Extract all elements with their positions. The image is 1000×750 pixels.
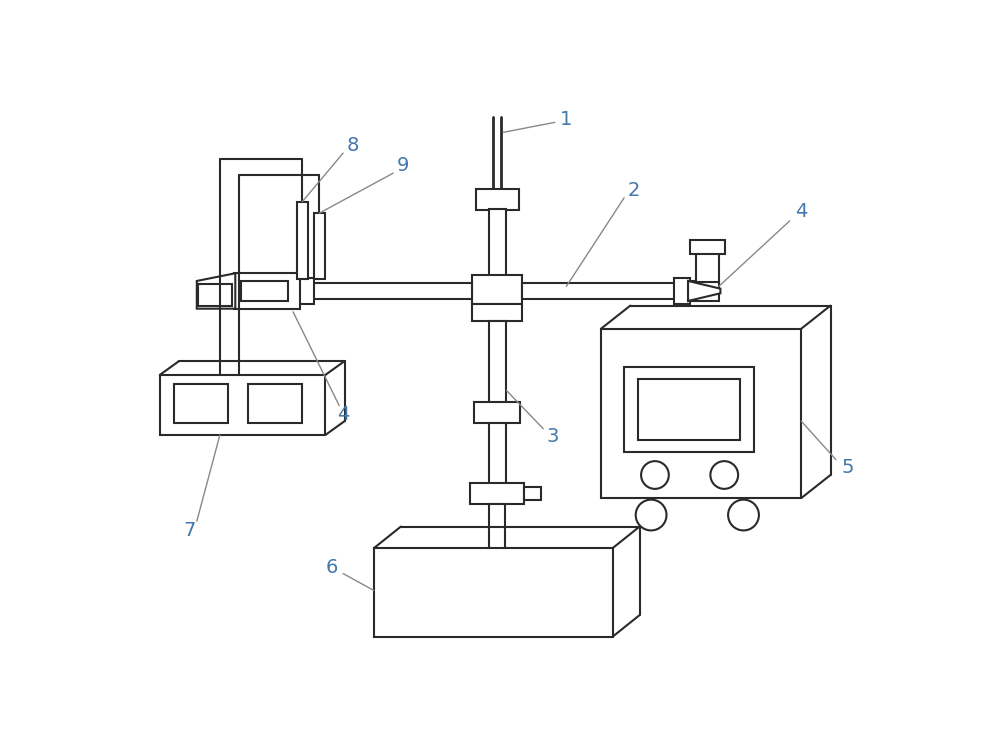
Bar [248, 384, 302, 423]
Text: 2: 2 [628, 181, 640, 200]
Text: 8: 8 [346, 136, 359, 155]
Bar [474, 402, 520, 424]
Bar [198, 284, 232, 305]
Bar [489, 504, 505, 550]
Bar [624, 368, 754, 452]
Bar [638, 379, 740, 440]
Bar [472, 304, 522, 321]
Bar [696, 248, 719, 282]
Bar [522, 283, 699, 299]
Text: 4: 4 [337, 406, 349, 424]
Polygon shape [688, 281, 720, 301]
Bar [674, 278, 690, 304]
Bar [489, 209, 506, 279]
Bar [305, 283, 472, 299]
Circle shape [710, 461, 738, 489]
Bar [489, 424, 506, 485]
Text: 6: 6 [325, 558, 338, 577]
Bar [298, 278, 314, 304]
Bar [234, 273, 300, 309]
Bar [472, 274, 522, 304]
Text: 1: 1 [560, 110, 573, 129]
Bar [174, 384, 228, 423]
Text: 9: 9 [397, 156, 409, 175]
Bar [690, 240, 725, 254]
Bar [241, 281, 288, 301]
Polygon shape [197, 273, 235, 309]
Bar [470, 483, 524, 504]
Text: 7: 7 [183, 521, 195, 540]
Circle shape [641, 461, 669, 489]
Bar [297, 202, 308, 279]
Bar [374, 548, 613, 637]
Text: 3: 3 [546, 427, 559, 446]
Bar [688, 281, 719, 301]
Circle shape [728, 500, 759, 530]
Circle shape [636, 500, 666, 530]
Bar [601, 328, 801, 498]
Bar [476, 188, 519, 210]
Bar [160, 375, 325, 435]
Text: 5: 5 [841, 458, 854, 477]
Bar [489, 321, 506, 406]
Text: 4: 4 [795, 202, 807, 221]
Bar [314, 213, 325, 279]
Bar [524, 487, 541, 500]
